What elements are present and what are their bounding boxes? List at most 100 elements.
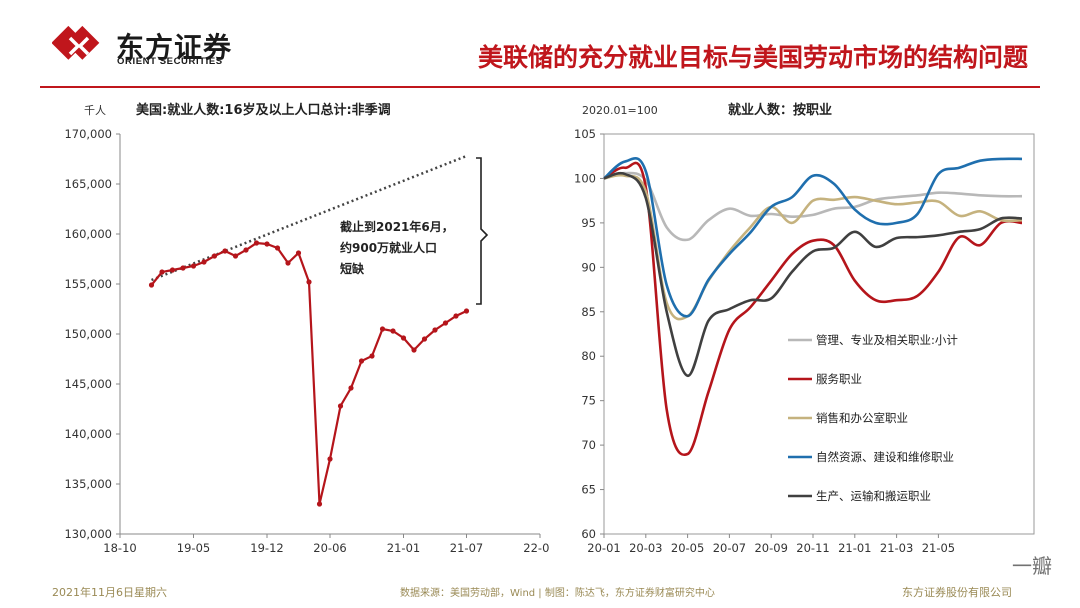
chart1-data-point (211, 253, 218, 259)
chart1-data-point (316, 501, 323, 507)
chart1-data-point (190, 263, 197, 269)
footer-date: 2021年11月6日星期六 (52, 586, 167, 599)
chart2-x-tick-label: 21-03 (880, 541, 913, 555)
chart2-x-tick-label: 20-09 (754, 541, 787, 555)
chart1-x-tick-label: 20-06 (313, 541, 346, 555)
chart1-data-point (432, 327, 438, 333)
chart1-trend-line (151, 154, 467, 282)
chart1-data-point (232, 253, 239, 259)
chart1-data-point (148, 282, 155, 288)
header-divider (40, 86, 1040, 88)
employment-chart: 千人 美国:就业人数:16岁及以上人口总计:非季调 130,000 135,000… (40, 92, 556, 572)
chart2-x-tick-label: 20-11 (796, 541, 829, 555)
chart1-y-tick-label: 170,000 (64, 127, 112, 141)
occupation-chart: 2020.01=100 就业人数：按职业 60 65 70 75 80 85 90 95 100… (552, 92, 1052, 572)
chart2-legend-label: 管理、专业及相关职业:小计 (816, 333, 958, 347)
chart1-data-point (285, 260, 291, 266)
chart2-series-line-4 (603, 156, 1023, 318)
chart1-y-tick-label: 165,000 (64, 177, 112, 191)
employment-chart-svg: 千人 美国:就业人数:16岁及以上人口总计:非季调 130,000 135,000… (64, 102, 556, 555)
chart1-data-point (253, 240, 260, 246)
chart2-y-tick-label: 65 (581, 483, 596, 497)
page-title: 美联储的充分就业目标与美国劳动市场的结构问题 (477, 43, 1028, 72)
chart1-data-point (274, 245, 281, 251)
chart1-y-tick-label: 130,000 (64, 527, 112, 541)
chart1-data-point (306, 279, 312, 285)
chart2-y-tick-label: 85 (581, 305, 596, 319)
chart2-legend-label: 生产、运输和搬运职业 (816, 489, 931, 503)
chart1-data-point (180, 265, 186, 271)
chart2-x-tick-label: 21-01 (838, 541, 871, 555)
chart1-annotation-line2: 约900万就业人口 (340, 240, 437, 255)
chart2-series-line-3 (603, 173, 1023, 321)
chart2-x-tick-label: 20-01 (587, 541, 620, 555)
chart2-title: 就业人数：按职业 (728, 102, 832, 118)
chart2-legend-label: 销售和办公室职业 (816, 411, 908, 425)
chart2-y-tick-label: 80 (581, 349, 596, 363)
chart1-data-point (169, 267, 176, 273)
chart1-annotation-line3: 短缺 (340, 261, 365, 276)
footer-source: 数据来源：美国劳动部，Wind | 制图：陈达飞，东方证券财富研究中心 (400, 588, 715, 599)
chart2-legend-label: 自然资源、建设和维修职业 (816, 450, 954, 464)
chart1-data-point (358, 358, 365, 364)
chart1-y-tick-label: 150,000 (64, 327, 112, 341)
chart2-y-tick-label: 90 (581, 260, 596, 274)
chart1-ylabel: 千人 (84, 104, 106, 117)
chart1-data-point (421, 336, 428, 342)
chart1-x-tick-label: 18-10 (103, 541, 136, 555)
chart1-data-point (453, 313, 459, 319)
chart2-series-line-5 (603, 171, 1023, 378)
header: 东方证券 ORIENT SECURITIES 美联储的充分就业目标与美国劳动市场… (0, 0, 1080, 90)
chart1-annotation-line1: 截止到2021年6月， (340, 219, 454, 234)
chart1-data-point (201, 259, 207, 265)
chart2-y-tick-label: 95 (581, 216, 596, 230)
chart1-data-point (159, 269, 165, 275)
chart1-data-point (222, 248, 228, 254)
chart2-legend-label: 服务职业 (816, 372, 862, 386)
chart1-data-point (400, 335, 407, 341)
chart1-y-tick-label: 135,000 (64, 477, 112, 491)
chart1-title: 美国:就业人数:16岁及以上人口总计:非季调 (136, 102, 391, 118)
chart1-x-tick-label: 19-05 (177, 541, 210, 555)
chart1-data-point (327, 456, 333, 462)
chart2-x-tick-label: 20-07 (713, 541, 746, 555)
chart2-series-line-1 (603, 171, 1023, 242)
occupation-chart-svg: 2020.01=100 就业人数：按职业 60 65 70 75 80 85 90 95 100… (574, 102, 1035, 555)
chart1-data-point (411, 347, 417, 353)
chart1-data-point (369, 353, 375, 359)
chart2-y-tick-label: 100 (574, 171, 596, 185)
chart1-x-tick-label: 19-12 (250, 541, 283, 555)
chart1-data-point (295, 250, 302, 256)
chart1-data-point (442, 320, 449, 326)
chart1-data-point (243, 247, 249, 253)
chart1-data-point (463, 308, 470, 314)
chart2-x-tick-label: 20-05 (671, 541, 704, 555)
chart2-y-tick-label: 75 (581, 394, 596, 408)
orient-securities-logo-icon (52, 25, 100, 60)
chart1-x-tick-label: 22-02 (523, 541, 550, 555)
chart1-data-point (337, 403, 344, 409)
chart1-y-tick-label: 140,000 (64, 427, 112, 441)
chart2-y-tick-label: 70 (581, 438, 596, 452)
chart2-frame (603, 133, 1035, 535)
chart2-x-tick-label: 20-03 (629, 541, 662, 555)
brand-name-cn: 东方证券 (116, 31, 233, 64)
chart1-bracket (476, 157, 489, 305)
chart1-x-tick-label: 21-01 (387, 541, 420, 555)
chart1-y-tick-label: 155,000 (64, 277, 112, 291)
watermark-text: 一瓣 (1012, 554, 1052, 578)
footer-company: 东方证券股份有限公司 (902, 586, 1012, 599)
chart1-data-point (348, 385, 354, 391)
chart2-series-line-2 (603, 161, 1023, 457)
chart1-y-tick-label: 145,000 (64, 377, 112, 391)
chart2-y-tick-label: 60 (581, 527, 596, 541)
chart1-data-point (390, 328, 396, 334)
chart1-data-point (379, 326, 386, 332)
chart1-y-tick-label: 160,000 (64, 227, 112, 241)
chart1-data-point (264, 241, 270, 247)
chart2-x-tick-label: 21-05 (922, 541, 955, 555)
chart2-y-tick-label: 105 (574, 127, 596, 141)
footer: 2021年11月6日星期六 数据来源：美国劳动部，Wind | 制图：陈达飞，东… (0, 578, 1080, 608)
brand-name-en: ORIENT SECURITIES (117, 56, 223, 67)
chart1-x-tick-label: 21-07 (450, 541, 483, 555)
